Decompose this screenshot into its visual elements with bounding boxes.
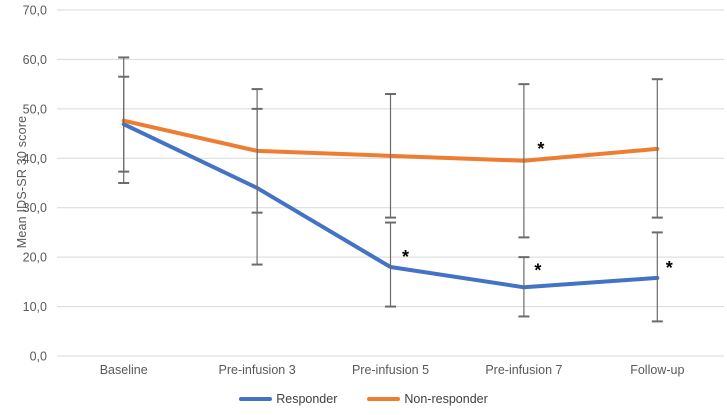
non-responder-line-swatch: [367, 397, 401, 401]
x-tick-label: Pre-infusion 5: [352, 363, 429, 377]
y-tick-label: 40,0: [23, 152, 47, 166]
significance-asterisk: *: [402, 247, 409, 267]
x-tick-label: Pre-infusion 3: [219, 363, 296, 377]
y-tick-label: 60,0: [23, 53, 47, 67]
significance-asterisk: *: [666, 258, 673, 278]
x-tick-label: Follow-up: [630, 363, 684, 377]
responder-line-swatch: [239, 397, 273, 401]
legend-label-responder: Responder: [276, 392, 338, 406]
y-tick-label: 20,0: [23, 251, 47, 265]
y-tick-label: 30,0: [23, 201, 47, 215]
y-tick-label: 50,0: [23, 102, 47, 116]
y-tick-label: 10,0: [23, 300, 47, 314]
legend-item-responder: Responder: [239, 392, 337, 406]
legend: Responder Non-responder: [0, 388, 727, 410]
legend-label-non-responder: Non-responder: [404, 392, 488, 406]
y-axis-title: Mean IDS-SR 30 score: [15, 115, 29, 249]
y-tick-label: 70,0: [23, 4, 47, 18]
significance-asterisk: *: [537, 139, 544, 159]
y-tick-label: 0,0: [30, 350, 47, 364]
legend-item-non-responder: Non-responder: [367, 392, 488, 406]
x-tick-label: Pre-infusion 7: [485, 363, 562, 377]
x-tick-label: Baseline: [100, 363, 148, 377]
significance-asterisk: *: [534, 260, 541, 280]
